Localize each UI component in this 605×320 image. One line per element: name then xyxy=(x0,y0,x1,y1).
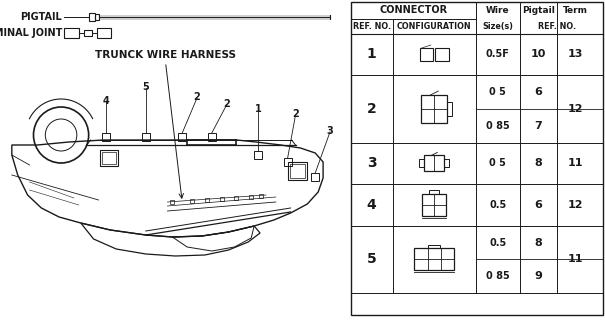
Text: 8: 8 xyxy=(535,237,542,248)
Bar xyxy=(94,14,99,20)
Text: 0 5: 0 5 xyxy=(489,87,506,97)
Text: 9: 9 xyxy=(534,271,542,281)
Bar xyxy=(428,244,440,249)
Bar xyxy=(190,199,194,203)
Text: 6: 6 xyxy=(534,200,542,210)
Bar xyxy=(64,28,79,38)
Text: 1: 1 xyxy=(367,47,376,61)
Bar xyxy=(97,28,111,38)
Text: 0.5: 0.5 xyxy=(489,200,506,210)
Text: 3: 3 xyxy=(367,156,376,170)
Bar xyxy=(254,151,262,159)
Bar xyxy=(83,30,91,36)
Bar xyxy=(178,133,186,141)
Text: 5: 5 xyxy=(142,82,149,92)
Text: 1: 1 xyxy=(255,104,261,114)
Text: 4: 4 xyxy=(103,96,110,106)
Bar xyxy=(100,150,118,166)
Text: TERMINAL JOINT: TERMINAL JOINT xyxy=(0,28,62,38)
Text: 2: 2 xyxy=(292,109,299,119)
Bar xyxy=(249,195,253,199)
Text: 0.5F: 0.5F xyxy=(486,50,510,60)
Text: REF. NO.: REF. NO. xyxy=(538,22,576,31)
Text: 11: 11 xyxy=(567,158,583,168)
Text: CONFIGURATION: CONFIGURATION xyxy=(397,22,472,31)
Text: 10: 10 xyxy=(531,50,546,60)
Text: 13: 13 xyxy=(567,50,583,60)
Text: 8: 8 xyxy=(535,158,542,168)
Bar xyxy=(447,102,453,116)
Bar xyxy=(421,95,447,123)
Bar xyxy=(435,47,449,61)
Bar xyxy=(171,200,174,204)
Text: Term: Term xyxy=(563,6,588,15)
Bar xyxy=(312,173,319,181)
Text: 12: 12 xyxy=(567,200,583,210)
Text: 0.5: 0.5 xyxy=(489,237,506,248)
Text: 6: 6 xyxy=(534,87,542,97)
Bar xyxy=(259,194,263,198)
Text: Wire: Wire xyxy=(486,6,509,15)
Bar xyxy=(290,164,306,178)
Text: 11: 11 xyxy=(567,254,583,264)
Text: 12: 12 xyxy=(567,104,583,114)
Bar xyxy=(142,133,149,141)
Text: 0 85: 0 85 xyxy=(486,121,510,131)
Text: Size(s): Size(s) xyxy=(482,22,514,31)
Bar xyxy=(102,133,110,141)
Text: CONNECTOR: CONNECTOR xyxy=(379,5,447,15)
Bar xyxy=(414,249,454,270)
Bar xyxy=(420,48,433,61)
Bar xyxy=(424,156,444,171)
Bar xyxy=(287,162,307,180)
Text: Pigtail: Pigtail xyxy=(522,6,555,15)
Bar xyxy=(430,190,439,194)
Bar xyxy=(89,13,94,21)
Bar xyxy=(284,158,292,166)
Text: 7: 7 xyxy=(535,121,542,131)
Bar xyxy=(422,194,446,216)
Text: 0 85: 0 85 xyxy=(486,271,510,281)
Text: TRUNCK WIRE HARNESS: TRUNCK WIRE HARNESS xyxy=(95,50,236,60)
Text: REF. NO.: REF. NO. xyxy=(353,22,391,31)
Bar xyxy=(444,159,450,167)
Bar xyxy=(205,198,209,202)
Text: PIGTAIL: PIGTAIL xyxy=(21,12,62,22)
Text: 0 5: 0 5 xyxy=(489,158,506,168)
Bar xyxy=(102,152,116,164)
Text: 5: 5 xyxy=(367,252,376,266)
Bar xyxy=(220,197,224,201)
Text: 3: 3 xyxy=(327,126,333,136)
Text: 2: 2 xyxy=(367,102,376,116)
Text: 4: 4 xyxy=(367,198,376,212)
Bar xyxy=(419,159,424,167)
Bar xyxy=(235,196,238,200)
Bar xyxy=(208,133,216,141)
Text: 2: 2 xyxy=(223,99,230,109)
Text: 2: 2 xyxy=(194,92,200,102)
